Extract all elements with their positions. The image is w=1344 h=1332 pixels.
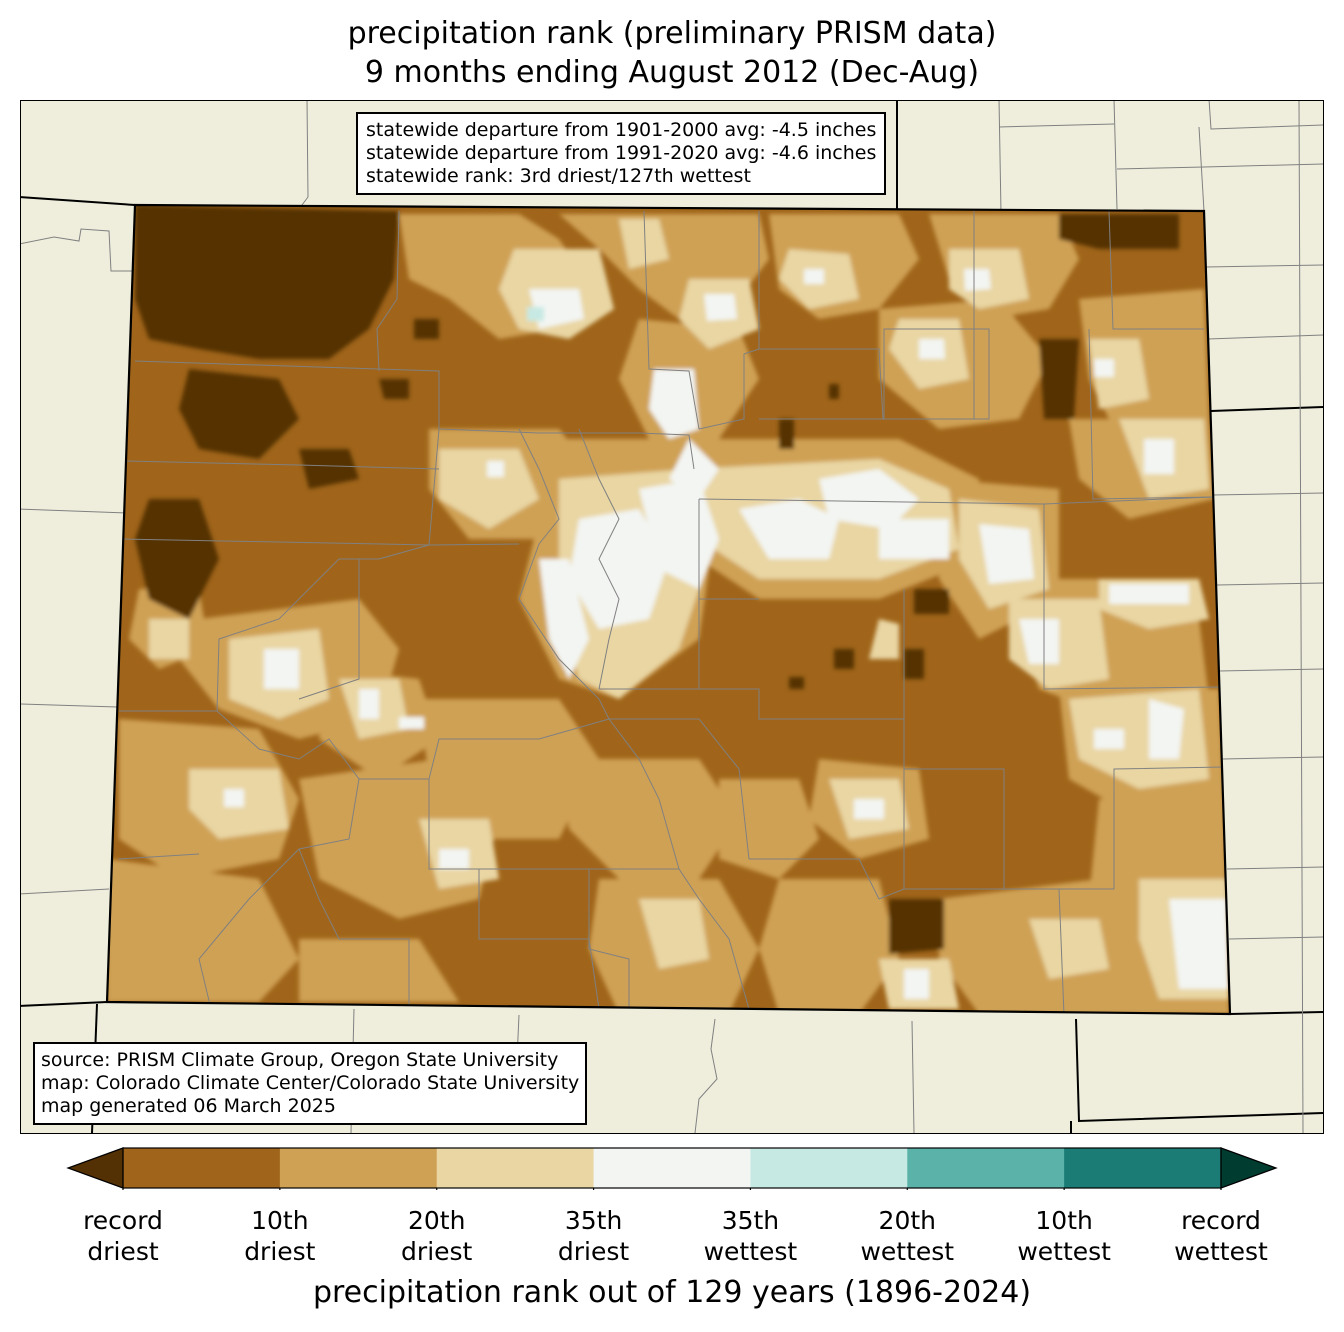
colorbar-tick-label-line-1: 35th <box>721 1206 780 1235</box>
stats-line-1: statewide departure from 1901-2000 avg: … <box>366 119 877 141</box>
statewide-stats-box: statewide departure from 1901-2000 avg: … <box>356 112 887 195</box>
colorbar-tick-label-line-2: driest <box>401 1237 473 1266</box>
map-title-line-2: 9 months ending August 2012 (Dec-Aug) <box>364 55 980 90</box>
stats-line-3: statewide rank: 3rd driest/127th wettest <box>366 165 751 187</box>
colorbar-tick-label: 20th wettest <box>827 1205 987 1267</box>
colorbar-title: precipitation rank out of 129 years (189… <box>312 1275 1032 1310</box>
colorbar-tick-label-line-1: 20th <box>878 1206 937 1235</box>
colorbar-outline <box>122 1147 1222 1189</box>
colorbar-tick-label: record wettest <box>1141 1205 1301 1267</box>
colorbar-tick-label: 10th driest <box>200 1205 360 1267</box>
colorbar-tick-label-line-1: 20th <box>407 1206 466 1235</box>
colorbar-bin <box>593 1148 751 1188</box>
colorbar-tick-label: 35th wettest <box>670 1205 830 1267</box>
colorbar-bin <box>436 1148 595 1188</box>
colorbar-bin <box>123 1148 281 1188</box>
colorbar <box>66 1147 1278 1190</box>
colorbar-bin <box>907 1148 1065 1188</box>
source-line-2: map: Colorado Climate Center/Colorado St… <box>41 1072 580 1094</box>
colorado-state-border <box>106 204 1232 1016</box>
map-panel: statewide departure from 1901-2000 avg: … <box>20 100 1324 1134</box>
neighbor-county-lines <box>21 101 1323 1133</box>
stats-line-2: statewide departure from 1991-2020 avg: … <box>366 142 877 164</box>
colorbar-tick-label: 20th driest <box>357 1205 517 1267</box>
colorbar-low-extension <box>66 1147 124 1189</box>
colorbar-tick-label-line-2: wettest <box>860 1237 955 1266</box>
colorbar-bin <box>750 1148 908 1188</box>
source-box: source: PRISM Climate Group, Oregon Stat… <box>33 1042 588 1125</box>
colorado-rank-map <box>21 101 1323 1133</box>
colorbar-tick-label-line-2: wettest <box>1174 1237 1268 1266</box>
colorbar-tick-label-line-2: driest <box>244 1237 316 1266</box>
colorbar-tick-label-line-2: wettest <box>703 1237 798 1266</box>
colorbar-tick-label-line-1: 35th <box>564 1206 623 1235</box>
county-lines <box>119 211 1224 1015</box>
colorbar-tick-label: 10th wettest <box>984 1205 1144 1267</box>
map-title-line-1: precipitation rank (preliminary PRISM da… <box>347 16 997 51</box>
colorbar-high-extension <box>1220 1147 1278 1189</box>
colorbar-tick-label-line-1: record <box>83 1206 163 1235</box>
colorbar-bin <box>1064 1148 1222 1188</box>
source-line-3: map generated 06 March 2025 <box>41 1095 336 1117</box>
colorbar-tick-label-line-1: record <box>1181 1206 1261 1235</box>
colorbar-tick-label: record driest <box>43 1205 203 1267</box>
source-line-1: source: PRISM Climate Group, Oregon Stat… <box>41 1049 559 1071</box>
colorbar-tick-label-line-2: driest <box>557 1237 630 1266</box>
colorbar-tick-label: 35th driest <box>514 1205 674 1267</box>
colorbar-tick-label-line-1: 10th <box>1035 1206 1093 1235</box>
colorbar-tick-label-line-2: wettest <box>1017 1237 1111 1266</box>
colorbar-bin <box>279 1148 438 1188</box>
precipitation-rank-field <box>107 205 1231 1015</box>
colorbar-tick-label-line-1: 10th <box>251 1206 309 1235</box>
colorbar-tick-label-line-2: driest <box>87 1237 159 1266</box>
